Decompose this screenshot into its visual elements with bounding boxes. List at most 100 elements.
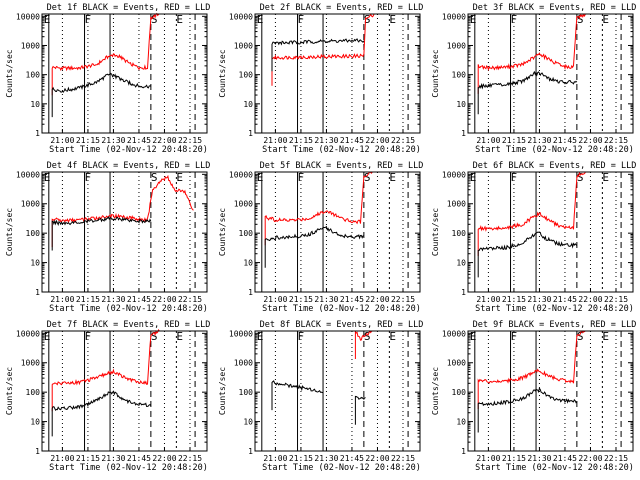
y-tick-label: 1 [248, 129, 253, 138]
region-label: E [602, 171, 609, 184]
y-tick-label: 1000 [21, 200, 40, 209]
panel-title: Det 1f BLACK = Events, RED = LLD [47, 3, 211, 13]
lld-rate-line [354, 330, 373, 359]
plot-frame [467, 13, 634, 134]
y-axis-label: Counts/sec [5, 49, 14, 97]
y-tick-label: 10 [30, 418, 40, 427]
x-tick-label: 21:30 [101, 136, 125, 145]
y-tick-label: 10000 [16, 12, 40, 21]
event-rate-line [477, 231, 578, 278]
region-label: E [176, 171, 183, 184]
x-tick-label: 22:00 [152, 295, 176, 304]
plot-frame [41, 13, 208, 134]
plot-frame [254, 13, 421, 134]
region-label: S [364, 330, 371, 343]
x-tick-label: 21:45 [340, 136, 364, 145]
y-tick-label: 10 [456, 418, 466, 427]
x-tick-label: 21:45 [553, 136, 577, 145]
region-label: E [389, 171, 396, 184]
x-tick-label: 21:00 [263, 295, 287, 304]
x-tick-label: 22:15 [604, 295, 628, 304]
plot-frame [467, 171, 634, 293]
x-axis-label: Start Time (02-Nov-12 20:48:20) [262, 463, 421, 473]
y-tick-label: 10000 [442, 12, 466, 21]
region-label: F [85, 13, 92, 26]
y-tick-label: 1000 [234, 41, 253, 50]
x-axis-label: Start Time (02-Nov-12 20:48:20) [262, 304, 421, 314]
y-tick-label: 100 [26, 229, 41, 238]
region-label: F [298, 171, 305, 184]
y-tick-label: 100 [239, 71, 254, 80]
y-tick-label: 1 [461, 129, 466, 138]
x-tick-label: 21:45 [127, 295, 151, 304]
y-tick-label: 10000 [229, 12, 253, 21]
panel-title: Det 6f BLACK = Events, RED = LLD [473, 161, 637, 171]
plot-frame [254, 171, 421, 293]
x-tick-label: 21:15 [289, 454, 313, 463]
y-tick-label: 100 [239, 388, 254, 397]
y-tick-label: 10 [243, 100, 253, 109]
x-tick-label: 21:00 [476, 295, 500, 304]
x-tick-label: 21:15 [502, 295, 526, 304]
region-label: E [176, 13, 183, 26]
x-tick-label: 21:15 [502, 136, 526, 145]
y-tick-label: 1000 [447, 359, 466, 368]
event-rate-line [271, 380, 324, 411]
y-tick-label: 1 [35, 447, 40, 456]
x-tick-label: 22:15 [391, 136, 415, 145]
x-axis-label: Start Time (02-Nov-12 20:48:20) [49, 463, 208, 473]
region-label: E [257, 330, 264, 343]
x-tick-label: 21:00 [263, 454, 287, 463]
y-tick-label: 1000 [21, 41, 40, 50]
x-tick-label: 21:15 [76, 136, 100, 145]
y-tick-label: 1 [35, 288, 40, 297]
region-label: F [511, 171, 518, 184]
y-tick-label: 1000 [447, 41, 466, 50]
x-tick-label: 22:15 [391, 454, 415, 463]
x-tick-label: 21:15 [76, 454, 100, 463]
x-axis-label: Start Time (02-Nov-12 20:48:20) [49, 304, 208, 314]
y-tick-label: 10 [243, 418, 253, 427]
region-label: F [85, 171, 92, 184]
lld-rate-line [264, 171, 373, 246]
y-axis-label: Counts/sec [431, 367, 440, 415]
y-tick-label: 100 [452, 229, 467, 238]
y-axis-label: Counts/sec [431, 208, 440, 256]
region-label: E [44, 330, 51, 343]
lld-rate-line [477, 13, 586, 94]
y-tick-label: 1 [35, 129, 40, 138]
region-label: S [577, 171, 584, 184]
x-tick-label: 21:45 [340, 295, 364, 304]
x-tick-label: 21:00 [476, 454, 500, 463]
x-tick-label: 21:30 [314, 295, 338, 304]
lld-rate-line [477, 330, 586, 409]
y-tick-label: 100 [452, 388, 467, 397]
region-label: E [389, 330, 396, 343]
x-tick-label: 22:00 [365, 295, 389, 304]
event-rate-line [354, 395, 366, 425]
y-tick-label: 10 [30, 259, 40, 268]
x-tick-label: 22:00 [578, 454, 602, 463]
y-axis-label: Counts/sec [431, 49, 440, 97]
x-tick-label: 21:45 [553, 295, 577, 304]
x-tick-label: 21:45 [127, 136, 151, 145]
lld-rate-line [51, 12, 160, 96]
x-tick-label: 21:00 [263, 136, 287, 145]
panel-title: Det 8f BLACK = Events, RED = LLD [260, 320, 424, 330]
x-tick-label: 21:30 [101, 454, 125, 463]
x-tick-label: 22:15 [604, 454, 628, 463]
region-label: E [602, 330, 609, 343]
y-axis-label: Counts/sec [5, 367, 14, 415]
panel-title: Det 7f BLACK = Events, RED = LLD [47, 320, 211, 330]
lld-rate-line [271, 13, 375, 86]
plot-frame [254, 330, 421, 452]
x-tick-label: 22:15 [178, 295, 202, 304]
plot-frame [41, 330, 208, 452]
region-label: E [44, 171, 51, 184]
x-axis-label: Start Time (02-Nov-12 20:48:20) [475, 304, 634, 314]
